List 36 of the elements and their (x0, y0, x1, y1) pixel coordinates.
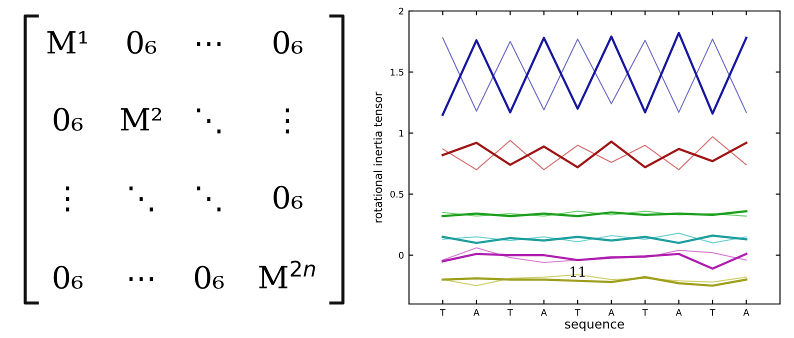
text: ⋱ (197, 108, 221, 134)
y-tick-label: 2 (399, 8, 404, 14)
x-tick-label: A (743, 309, 750, 316)
x-tick-label: A (608, 309, 614, 316)
y-tick-label: 1 (399, 130, 404, 137)
y-axis-title: rotational inertia tensor (373, 92, 382, 222)
x-tick-label: A (540, 309, 547, 316)
text: ⋮ (286, 108, 290, 134)
x-tick-label: T (574, 309, 580, 316)
text: ⋱ (197, 186, 221, 212)
text: ⋱ (129, 186, 153, 212)
x-tick-label: T (440, 309, 446, 316)
text: ⋮ (66, 186, 70, 212)
x-tick-label: T (642, 309, 648, 316)
text: ⋯ (129, 277, 153, 281)
x-tick-label: T (710, 309, 716, 316)
text: 0₆ (194, 266, 224, 289)
text: M$^{2n}$ (259, 260, 315, 288)
y-tick-label: 0 (398, 252, 404, 259)
y-tick-label: 0.5 (390, 190, 404, 198)
y-tick-label: 1.5 (390, 68, 404, 76)
line-series (442, 136, 747, 170)
text: 0₆ (127, 30, 156, 54)
line-series (442, 140, 748, 168)
text: M² (120, 108, 162, 130)
annotation: 11 (570, 266, 585, 277)
text: M¹ (47, 31, 87, 54)
text: 0₆ (54, 108, 83, 131)
x-tick-label: A (676, 309, 682, 316)
x-tick-label: T (507, 309, 513, 316)
text: ⋯ (197, 42, 221, 46)
x-axis-title: sequence (565, 321, 624, 332)
x-tick-label: A (473, 309, 480, 316)
text: 0₆ (274, 186, 302, 209)
text: 0₆ (54, 266, 83, 289)
text: 0₆ (274, 30, 302, 54)
